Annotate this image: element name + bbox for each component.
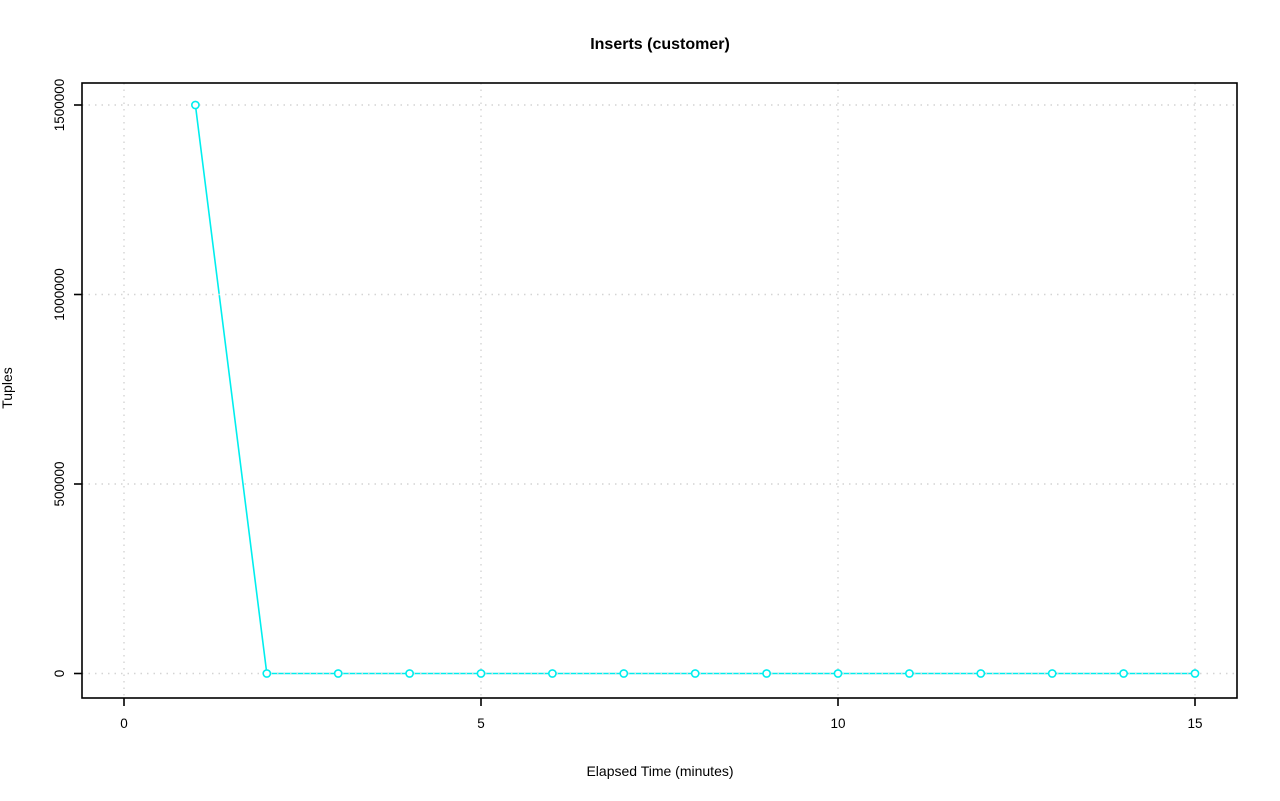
data-point <box>905 669 914 678</box>
data-point <box>976 669 986 678</box>
x-tick-label: 10 <box>830 716 845 731</box>
plot-box <box>81 82 1238 699</box>
data-point <box>476 669 486 678</box>
data-point <box>333 669 343 678</box>
y-tick-label: 1500000 <box>52 79 67 132</box>
data-point <box>548 669 557 678</box>
y-tick-label: 500000 <box>52 461 67 506</box>
y-tick-label: 1000000 <box>52 268 67 321</box>
x-axis-title: Elapsed Time (minutes) <box>586 763 734 779</box>
data-point <box>1119 669 1128 678</box>
y-axis-title-text: Tuples <box>0 367 15 409</box>
data-point <box>262 669 272 678</box>
data-point <box>1190 669 1200 678</box>
data-point <box>1047 669 1057 678</box>
data-point <box>690 669 700 678</box>
data-point <box>762 669 771 678</box>
data-point <box>190 100 200 110</box>
data-point <box>405 669 414 678</box>
x-tick-label: 0 <box>120 716 128 731</box>
data-point <box>619 669 629 678</box>
y-tick-label: 0 <box>52 670 67 678</box>
chart-title: Inserts (customer) <box>590 36 730 53</box>
data-line <box>194 104 1196 675</box>
x-tick-label: 15 <box>1187 716 1202 731</box>
x-tick-label: 5 <box>477 716 485 731</box>
data-point <box>833 669 843 678</box>
